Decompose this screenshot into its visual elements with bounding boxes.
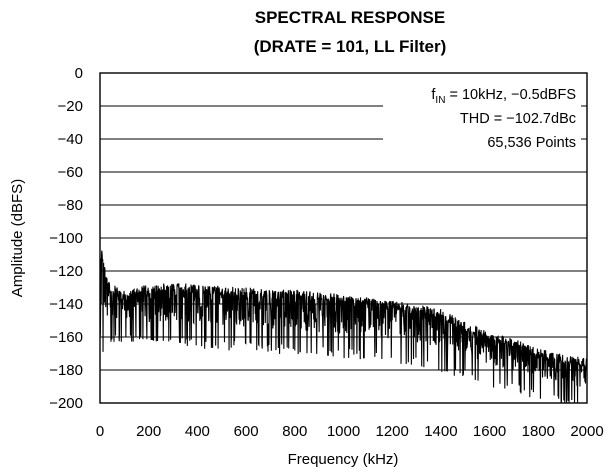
x-tick-label: 200 (136, 423, 161, 440)
x-tick-label: 1800 (522, 423, 555, 440)
y-tick-label: −60 (58, 164, 83, 181)
x-tick-label: 1600 (473, 423, 506, 440)
y-tick-labels: 0 −20 −40 −60 −80 −100 −120 −140 −160 −180 −200 (49, 65, 83, 412)
x-tick-label: 2000 (570, 423, 603, 440)
spectrum-series-line (99, 250, 588, 404)
annotation-box: fIN = 10kHz, −0.5dBFS THD = −102.7dBc 65… (383, 82, 581, 152)
plot-frame (99, 72, 588, 404)
annotation-fin: fIN = 10kHz, −0.5dBFS (431, 87, 576, 106)
x-tick-label: 800 (282, 423, 307, 440)
x-axis-label: Frequency (kHz) (288, 451, 399, 468)
y-tick-label: −100 (49, 230, 83, 247)
x-tick-label: 1400 (424, 423, 457, 440)
x-tick-label: 0 (96, 423, 104, 440)
y-tick-label: −120 (49, 263, 83, 280)
spectrum-trace (99, 250, 588, 404)
x-tick-label: 1000 (327, 423, 360, 440)
chart-title: SPECTRAL RESPONSE (255, 8, 446, 27)
x-tick-label: 1200 (376, 423, 409, 440)
annotation-sub-in: IN (435, 95, 445, 106)
x-tick-label: 600 (234, 423, 259, 440)
y-tick-label: −200 (49, 395, 83, 412)
y-tick-label: −20 (58, 98, 83, 115)
y-tick-label: −140 (49, 296, 83, 313)
y-tick-label: −80 (58, 197, 83, 214)
x-tick-label: 400 (185, 423, 210, 440)
y-tick-label: −40 (58, 131, 83, 148)
y-tick-label: 0 (75, 65, 83, 82)
annotation-fin-rest: = 10kHz, −0.5dBFS (445, 87, 576, 103)
x-tick-labels: 0 200 400 600 800 1000 1200 1400 1600 1800 2000 (96, 423, 604, 440)
y-axis-label: Amplitude (dBFS) (9, 179, 26, 297)
annotation-points: 65,536 Points (487, 135, 576, 151)
annotation-thd: THD = −102.7dBc (460, 111, 576, 127)
chart-subtitle: (DRATE = 101, LL Filter) (254, 37, 447, 56)
annotation-f: f (431, 87, 436, 103)
y-tick-label: −180 (49, 362, 83, 379)
y-tick-label: −160 (49, 329, 83, 346)
